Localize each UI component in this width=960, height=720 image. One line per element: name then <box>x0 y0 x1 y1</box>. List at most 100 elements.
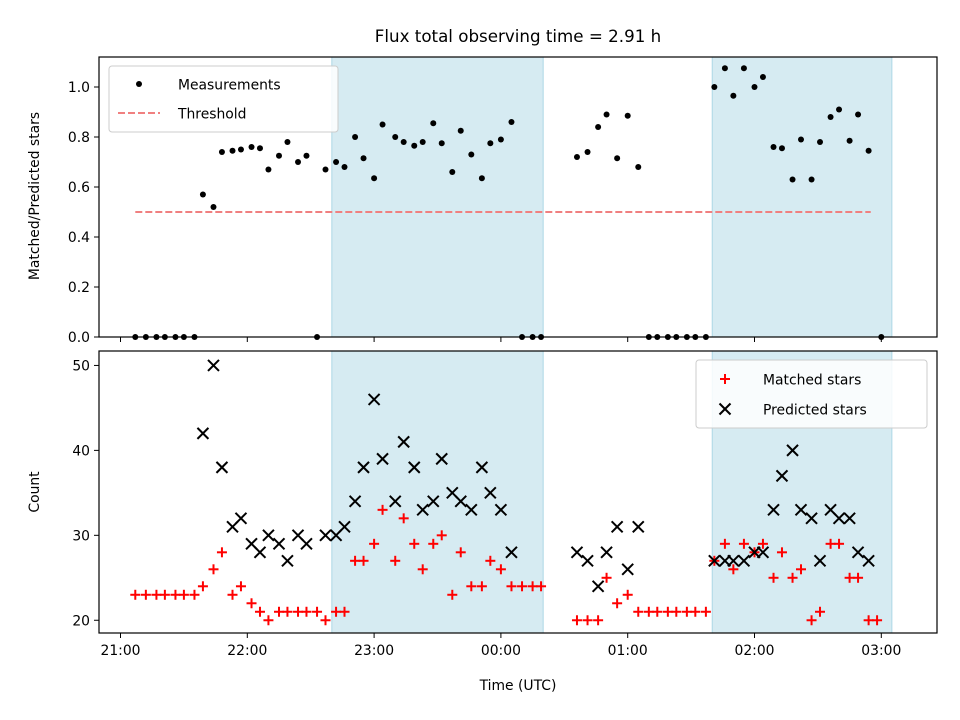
matched-stars-point <box>476 581 487 592</box>
matched-stars-point <box>536 581 547 592</box>
x-b <box>245 537 258 551</box>
legend-matched-label: Matched stars <box>763 373 861 389</box>
measurement-point <box>199 191 206 198</box>
predicted-stars-point <box>427 495 440 508</box>
x-tick-label: 22:00 <box>227 643 267 659</box>
legend-measurements-marker <box>136 81 142 87</box>
matched-stars-point <box>757 538 768 549</box>
measurement-point <box>740 65 747 72</box>
x-b <box>196 427 210 440</box>
predicted-stars-point <box>581 554 594 568</box>
matched-stars-point <box>601 572 612 583</box>
x-b <box>389 495 402 508</box>
predicted-stars-point <box>357 461 370 474</box>
matched-stars-point <box>844 572 855 583</box>
matched-stars-point <box>806 615 817 626</box>
y-tick-label: 1.0 <box>68 80 90 96</box>
matched-stars-point <box>690 606 701 617</box>
x-b <box>570 546 584 559</box>
x-b <box>376 452 389 466</box>
measurement-point <box>789 176 796 183</box>
predicted-stars-point <box>813 554 827 568</box>
matched-stars-point <box>312 606 323 617</box>
matched-stars-point <box>863 615 874 626</box>
matched-stars-point <box>728 564 739 575</box>
matched-stars-point <box>282 606 293 617</box>
predicted-stars-point <box>196 427 210 440</box>
matched-stars-point <box>390 555 401 566</box>
predicted-stars-point <box>600 546 613 559</box>
x-b <box>484 486 497 500</box>
predicted-stars-point <box>505 546 518 559</box>
predicted-stars-point <box>786 444 799 457</box>
plot-frame <box>98 56 938 338</box>
y-tick-label: 0.6 <box>68 180 90 196</box>
x-b <box>234 512 248 525</box>
x-b <box>416 503 429 517</box>
x-b <box>465 503 478 517</box>
measurement-point <box>584 149 591 155</box>
measurement-point <box>478 175 485 182</box>
matched-stars-point <box>170 589 181 600</box>
matched-stars-point <box>738 538 749 549</box>
x-b <box>272 537 286 551</box>
x-b <box>737 554 751 568</box>
measurement-point <box>411 142 418 149</box>
x-b <box>215 461 229 474</box>
measurement-point <box>508 119 515 125</box>
predicted-stars-point <box>775 469 789 483</box>
measurement-point <box>248 144 255 150</box>
predicted-stars-point <box>389 495 402 508</box>
measurement-point <box>360 155 367 162</box>
x-b <box>300 537 313 551</box>
x-b <box>291 529 305 542</box>
measurement-point <box>210 204 217 210</box>
predicted-stars-point <box>435 452 448 466</box>
matched-stars-point <box>274 606 284 617</box>
matched-stars-point <box>527 581 538 592</box>
x-axis-label: Time (UTC) <box>479 678 557 694</box>
x-tick-label: 02:00 <box>734 643 774 659</box>
predicted-stars-point <box>794 503 808 517</box>
matched-stars-point <box>768 572 779 583</box>
measurement-point <box>595 124 602 130</box>
x-tick-label: 21:00 <box>100 643 140 659</box>
legend: Matched stars Predicted stars <box>695 359 928 429</box>
x-b <box>207 359 220 372</box>
x-b <box>397 435 410 449</box>
x-b <box>824 503 837 517</box>
x-tick-label: 01:00 <box>608 643 648 659</box>
predicted-stars-point <box>475 461 489 474</box>
matched-stars-point <box>517 581 528 592</box>
x-b <box>756 546 770 559</box>
predicted-stars-point <box>319 529 332 542</box>
predicted-stars-point <box>832 512 846 525</box>
x-b <box>813 554 827 568</box>
y-tick-label: 0.8 <box>68 130 90 146</box>
bottom-panel: 20 30 40 50 21:00 22:00 23:00 00:00 01:00 02:00 03… <box>72 350 938 659</box>
x-b <box>505 546 518 559</box>
measurement-point <box>333 159 340 165</box>
matched-stars-point <box>582 615 593 626</box>
shaded-interval <box>712 57 892 337</box>
predicted-stars-point <box>416 503 429 517</box>
predicted-stars-point <box>767 503 780 517</box>
matched-stars-point <box>140 589 151 600</box>
legend-box <box>695 359 928 429</box>
matched-stars-point <box>339 606 350 617</box>
measurement-point <box>603 111 610 118</box>
x-b <box>718 402 732 416</box>
matched-stars-point <box>776 547 787 558</box>
measurement-point <box>846 137 853 144</box>
legend-threshold-label: Threshold <box>177 107 246 123</box>
measurement-point <box>265 166 272 173</box>
x-b <box>600 546 613 559</box>
measurement-point <box>797 136 804 143</box>
x-b <box>727 554 740 568</box>
x-b <box>357 461 370 474</box>
matched-stars-point <box>872 615 883 626</box>
matched-stars-point <box>466 581 477 592</box>
predicted-stars-point <box>253 546 267 559</box>
x-b <box>775 469 789 483</box>
